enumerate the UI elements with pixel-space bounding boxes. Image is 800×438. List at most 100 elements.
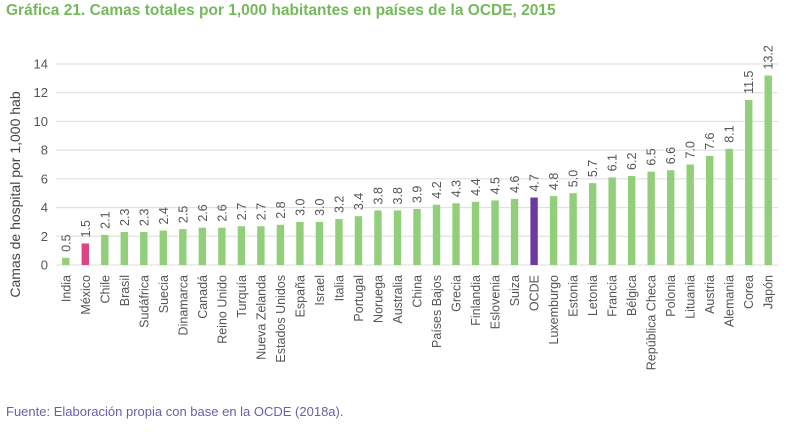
- data-label: 6.6: [664, 147, 678, 164]
- x-tick-label: Japón: [762, 275, 776, 309]
- data-label: 5.7: [586, 160, 600, 177]
- source-note: Fuente: Elaboración propia con base en l…: [6, 404, 344, 419]
- data-label: 4.8: [547, 173, 561, 190]
- data-label: 2.5: [176, 206, 190, 223]
- data-label: 4.4: [469, 178, 483, 195]
- bar: [686, 164, 694, 265]
- bar: [354, 216, 363, 265]
- data-label: 2.6: [215, 204, 229, 221]
- bar: [764, 75, 772, 265]
- x-tick-label: Austria: [703, 275, 717, 314]
- bar: [608, 177, 616, 265]
- x-tick-label: Sudáfrica: [137, 275, 151, 328]
- bar: [374, 210, 382, 265]
- x-tick-label: Noruega: [371, 275, 385, 323]
- data-label: 7.0: [684, 141, 698, 158]
- x-tick-label: Estonia: [567, 275, 581, 317]
- x-tick-label: República Checa: [645, 275, 659, 370]
- x-tick-label: Eslovenia: [489, 275, 503, 329]
- x-tick-label: Bélgica: [625, 275, 639, 316]
- data-label: 3.4: [352, 193, 366, 210]
- data-label: 3.0: [293, 199, 307, 216]
- bar: [452, 203, 460, 265]
- x-tick-label: Brasil: [118, 275, 132, 306]
- data-label: 5.0: [567, 170, 581, 187]
- x-tick-label: Israel: [313, 275, 327, 306]
- data-label: 11.5: [742, 70, 756, 93]
- bar: [218, 227, 226, 265]
- x-tick-label: Turquía: [235, 275, 249, 318]
- x-tick-label: Reino Unido: [215, 275, 229, 344]
- bar: [296, 221, 304, 265]
- y-tick-label: 8: [41, 143, 48, 158]
- bar: [725, 148, 733, 265]
- bar: [666, 170, 675, 265]
- bar: [588, 183, 597, 265]
- bar: [257, 226, 265, 265]
- data-label: 3.8: [371, 187, 385, 204]
- y-tick-label: 4: [41, 200, 48, 215]
- bar: [237, 226, 246, 265]
- x-tick-label: Alemania: [723, 275, 737, 327]
- bar: [276, 224, 285, 265]
- y-tick-label: 10: [34, 114, 48, 129]
- data-label: 0.5: [59, 234, 73, 251]
- x-tick-label: Nueva Zelanda: [254, 275, 268, 360]
- x-tick-label: España: [293, 275, 307, 317]
- x-tick-label: Estados Unidos: [274, 275, 288, 363]
- x-tick-label: Canadá: [196, 275, 210, 319]
- bar: [101, 234, 109, 265]
- bar: [179, 229, 187, 265]
- bar: [530, 197, 538, 265]
- x-tick-label: Francia: [606, 275, 620, 317]
- y-tick-label: 6: [41, 171, 48, 186]
- x-tick-label: Portugal: [352, 275, 366, 322]
- chart-title: Gráfica 21. Camas totales por 1,000 habi…: [6, 2, 556, 19]
- x-tick-label: Lituania: [684, 275, 698, 319]
- bar: [549, 196, 558, 265]
- bar: [393, 210, 402, 265]
- x-tick-label: OCDE: [528, 275, 542, 311]
- data-label: 4.7: [528, 174, 542, 191]
- data-label: 7.6: [703, 132, 717, 149]
- data-label: 4.2: [430, 181, 444, 198]
- x-tick-label: Letonia: [586, 275, 600, 316]
- bar: [471, 201, 480, 265]
- x-tick-label: Dinamarca: [176, 275, 190, 335]
- y-tick-label: 14: [34, 57, 48, 72]
- data-label: 2.4: [157, 207, 171, 224]
- x-tick-label: China: [411, 275, 425, 308]
- x-tick-label: Países Bajos: [430, 275, 444, 348]
- data-label: 2.1: [98, 211, 112, 228]
- bar: [569, 193, 577, 265]
- data-label: 2.3: [137, 209, 151, 226]
- x-tick-label: Grecia: [450, 275, 464, 312]
- data-label: 13.2: [762, 45, 776, 69]
- data-label: 2.3: [118, 209, 132, 226]
- x-tick-label: India: [59, 275, 73, 302]
- bar: [745, 99, 753, 266]
- data-label: 8.1: [723, 125, 737, 142]
- y-tick-label: 0: [41, 258, 48, 273]
- data-label: 2.6: [196, 204, 210, 221]
- bar: [491, 200, 499, 265]
- bar: [510, 198, 519, 265]
- data-label: 4.3: [450, 180, 464, 197]
- data-label: 2.7: [235, 203, 249, 220]
- bar: [315, 221, 324, 265]
- x-tick-label: Polonia: [664, 275, 678, 317]
- data-label: 6.5: [645, 148, 659, 165]
- data-label: 1.5: [79, 220, 93, 237]
- x-tick-label: México: [79, 275, 93, 315]
- data-label: 3.2: [332, 196, 346, 213]
- bar: [432, 204, 441, 265]
- data-label: 3.0: [313, 199, 327, 216]
- x-tick-label: Finlandia: [469, 275, 483, 326]
- bar: [705, 155, 714, 265]
- data-label: 3.9: [411, 186, 425, 203]
- x-tick-label: Australia: [391, 275, 405, 324]
- bar: [647, 171, 655, 265]
- data-label: 2.8: [274, 201, 288, 218]
- bar: [62, 257, 70, 265]
